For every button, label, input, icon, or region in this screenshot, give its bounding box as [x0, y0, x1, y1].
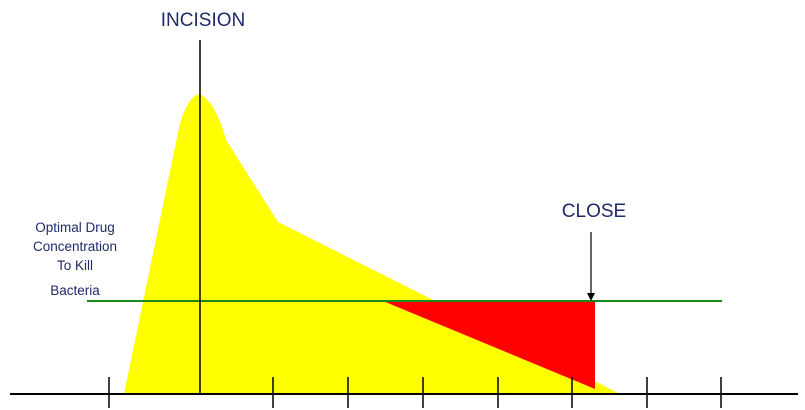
threshold-label-line: Bacteria	[50, 283, 100, 298]
threshold-label: Optimal Drug Concentration To Kill Bacte…	[33, 220, 117, 298]
threshold-label-line: Concentration	[33, 239, 117, 254]
close-arrow-head	[587, 293, 595, 301]
threshold-label-line: To Kill	[57, 258, 93, 273]
close-label: CLOSE	[562, 201, 626, 222]
axis-ticks	[108, 377, 722, 408]
deficit-area	[383, 301, 595, 389]
threshold-label-line: Optimal Drug	[35, 220, 115, 235]
incision-label: INCISION	[161, 10, 245, 31]
concentration-area	[124, 94, 620, 395]
